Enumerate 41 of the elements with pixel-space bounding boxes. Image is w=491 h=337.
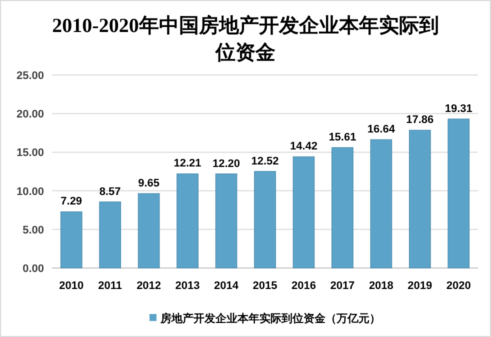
bar bbox=[215, 174, 238, 268]
x-tick-label: 2019 bbox=[408, 280, 432, 292]
x-tick-label: 2010 bbox=[59, 280, 84, 292]
data-label: 12.20 bbox=[212, 158, 240, 170]
y-tick-label: 20.00 bbox=[16, 108, 44, 121]
x-tick-label: 2017 bbox=[330, 280, 355, 292]
bar bbox=[176, 173, 198, 268]
data-label: 14.42 bbox=[290, 140, 318, 153]
x-tick-label: 2016 bbox=[291, 280, 316, 292]
data-label: 12.52 bbox=[251, 155, 279, 168]
bar bbox=[448, 118, 470, 268]
data-label: 17.86 bbox=[406, 114, 434, 126]
y-tick-label: 0.00 bbox=[22, 263, 44, 275]
data-label: 9.65 bbox=[138, 178, 160, 190]
x-tick-label: 2011 bbox=[98, 280, 122, 292]
data-label: 15.61 bbox=[328, 131, 356, 144]
x-tick-label: 2015 bbox=[252, 280, 278, 292]
bar bbox=[99, 202, 121, 268]
x-tick-label: 2020 bbox=[446, 280, 471, 292]
x-tick-label: 2014 bbox=[214, 280, 240, 292]
x-tick-label: 2012 bbox=[136, 280, 162, 292]
data-label: 12.21 bbox=[174, 158, 202, 170]
bar bbox=[409, 130, 431, 268]
legend-label: 房地产开发企业本年实际到位资金（万亿元） bbox=[160, 312, 380, 325]
y-tick-label: 10.00 bbox=[16, 186, 44, 198]
x-tick-label: 2018 bbox=[368, 280, 394, 292]
bar bbox=[60, 211, 82, 268]
data-label: 19.31 bbox=[444, 102, 472, 115]
y-tick-label: 5.00 bbox=[22, 224, 44, 236]
y-tick-label: 15.00 bbox=[16, 147, 44, 160]
bar bbox=[332, 147, 354, 268]
data-label: 8.57 bbox=[99, 186, 121, 198]
data-label: 16.64 bbox=[367, 124, 396, 136]
bar bbox=[254, 171, 276, 268]
bar bbox=[292, 156, 315, 268]
bar bbox=[138, 193, 160, 268]
data-label: 7.29 bbox=[60, 196, 82, 208]
y-tick-label: 25.00 bbox=[16, 70, 44, 82]
bar bbox=[370, 139, 392, 268]
x-tick-label: 2013 bbox=[175, 280, 200, 292]
chart-title: 2010-2020年中国房地产开发企业本年实际到位资金 bbox=[52, 14, 439, 64]
